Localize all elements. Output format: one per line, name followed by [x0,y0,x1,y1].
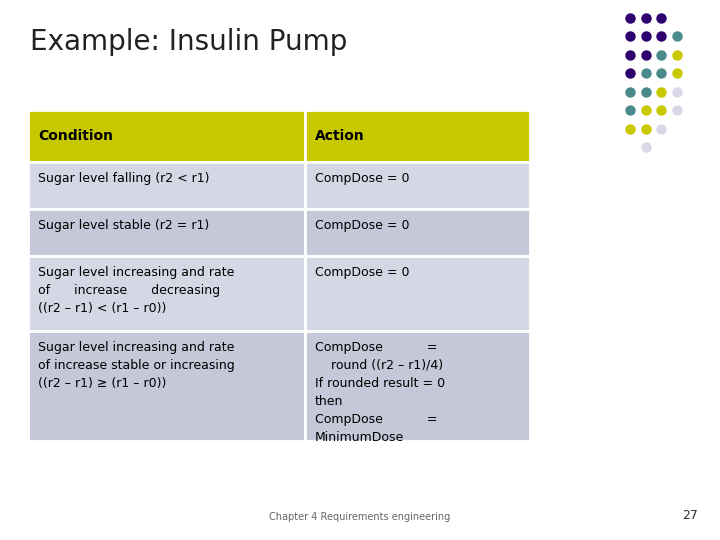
Text: Sugar level stable (r2 = r1): Sugar level stable (r2 = r1) [38,219,210,232]
Text: Sugar level increasing and rate
of      increase      decreasing
((r2 – r1) < (r: Sugar level increasing and rate of incre… [38,266,235,315]
Text: Chapter 4 Requirements engineering: Chapter 4 Requirements engineering [269,512,451,522]
FancyBboxPatch shape [28,256,305,331]
FancyBboxPatch shape [28,110,305,162]
Text: CompDose = 0: CompDose = 0 [315,219,410,232]
FancyBboxPatch shape [28,331,305,441]
Text: Example: Insulin Pump: Example: Insulin Pump [30,28,347,56]
FancyBboxPatch shape [305,331,530,441]
FancyBboxPatch shape [305,162,530,209]
FancyBboxPatch shape [305,209,530,256]
Text: 27: 27 [682,509,698,522]
Text: CompDose           =
    round ((r2 – r1)/4)
If rounded result = 0
then
CompDose: CompDose = round ((r2 – r1)/4) If rounde… [315,341,445,444]
Text: CompDose = 0: CompDose = 0 [315,266,410,279]
FancyBboxPatch shape [28,209,305,256]
Text: Sugar level increasing and rate
of increase stable or increasing
((r2 – r1) ≥ (r: Sugar level increasing and rate of incre… [38,341,235,390]
Text: Condition: Condition [38,129,113,143]
FancyBboxPatch shape [28,162,305,209]
FancyBboxPatch shape [305,110,530,162]
FancyBboxPatch shape [305,256,530,331]
Text: Sugar level falling (r2 < r1): Sugar level falling (r2 < r1) [38,172,210,185]
Text: CompDose = 0: CompDose = 0 [315,172,410,185]
Text: Action: Action [315,129,365,143]
